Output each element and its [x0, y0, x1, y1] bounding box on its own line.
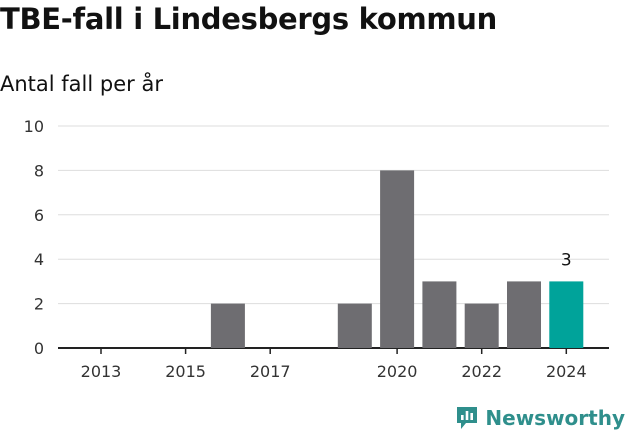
bar-2019	[337, 303, 372, 348]
y-axis-ticks: 0 2 4 6 8 10	[24, 117, 44, 358]
y-tick-label: 2	[34, 295, 44, 314]
data-labels: 3	[561, 250, 572, 270]
bar-2016	[210, 303, 245, 348]
newsworthy-logo: Newsworthy	[455, 405, 625, 431]
bar-2021	[422, 281, 457, 348]
x-tick-label: 2024	[546, 362, 587, 381]
x-tick-label: 2020	[377, 362, 418, 381]
y-tick-label: 4	[34, 250, 44, 269]
bar-2023	[507, 281, 541, 348]
x-tick-label: 2013	[81, 362, 122, 381]
chart-subtitle: Antal fall per år	[0, 72, 163, 96]
bar-2024	[549, 281, 584, 348]
y-tick-label: 6	[34, 206, 44, 225]
newsworthy-logo-icon	[457, 407, 478, 429]
y-tick-label: 10	[24, 117, 44, 136]
x-tick-label: 2015	[165, 362, 206, 381]
y-tick-label: 0	[34, 339, 44, 358]
bar-2022	[464, 303, 499, 348]
bar-2020	[380, 170, 415, 348]
bars	[210, 170, 584, 348]
x-axis-ticks: 2013 2015 2017 2020 2022 2024	[81, 348, 587, 381]
y-tick-label: 8	[34, 161, 44, 180]
brand-name: Newsworthy	[485, 406, 625, 430]
chart-title: TBE-fall i Lindesbergs kommun	[0, 2, 497, 36]
data-label: 3	[561, 250, 572, 270]
x-tick-label: 2022	[461, 362, 502, 381]
x-tick-label: 2017	[250, 362, 291, 381]
